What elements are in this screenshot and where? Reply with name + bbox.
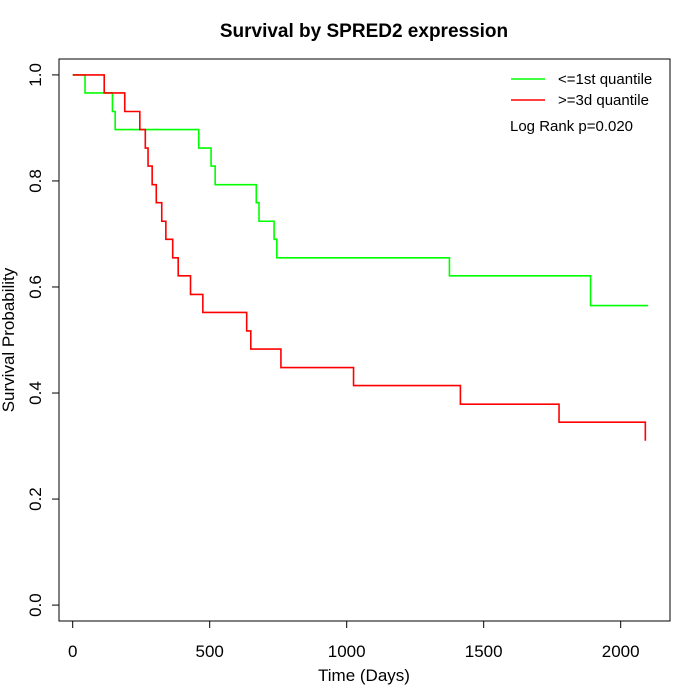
y-tick-label: 0.4 [26,381,45,405]
x-axis: 0 500 1000 1500 2000 [68,620,640,661]
x-tick-label: 2000 [602,642,640,661]
y-axis: 0.0 0.2 0.4 0.6 0.8 1.0 [26,63,60,617]
plot-frame [58,58,671,622]
chart-title: Survival by SPRED2 expression [220,21,508,42]
x-axis-label: Time (Days) [318,666,410,685]
x-tick-label: 500 [196,642,224,661]
x-tick-label: 1000 [328,642,366,661]
x-tick-label: 0 [68,642,77,661]
y-tick-label: 0.2 [26,487,45,511]
y-tick-label: 0.6 [26,275,45,299]
series-layer [72,74,649,441]
legend: <=1st quantile >=3d quantile [511,71,652,109]
x-tick-label: 1500 [465,642,503,661]
legend-label: >=3d quantile [558,92,649,109]
y-tick-label: 0.0 [26,593,45,617]
log-rank-annotation: Log Rank p=0.020 [510,118,633,135]
y-tick-label: 0.8 [26,169,45,193]
y-tick-label: 1.0 [26,63,45,87]
survival-curve-2 [72,74,647,441]
survival-curve-1 [72,74,649,307]
y-axis-label: Survival Probability [0,267,18,412]
legend-label: <=1st quantile [558,71,652,88]
